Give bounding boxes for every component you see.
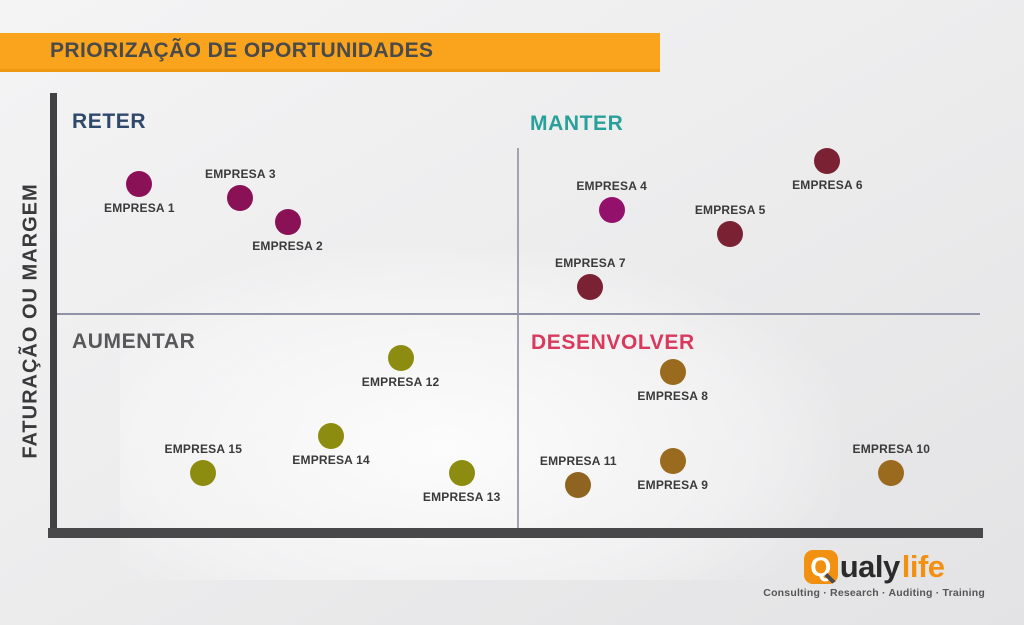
title-banner: PRIORIZAÇÃO DE OPORTUNIDADES	[0, 33, 660, 72]
data-point	[227, 185, 254, 212]
quadrant-label-aumentar: AUMENTAR	[72, 330, 196, 353]
quadrant-label-manter: MANTER	[530, 112, 624, 135]
point-label: EMPRESA 9	[637, 477, 709, 492]
data-point	[659, 359, 686, 386]
data-point	[717, 220, 744, 247]
data-point	[659, 447, 686, 474]
point-label: EMPRESA 7	[555, 255, 626, 270]
quadrant-divider-horizontal	[57, 313, 980, 315]
data-point	[448, 460, 475, 486]
brand-text-orange: life	[901, 549, 945, 584]
brand-wordmark: Q ualy life	[763, 549, 985, 585]
data-point	[878, 460, 905, 486]
data-point	[318, 423, 345, 450]
y-axis-label: FATURAÇÃO OU MARGEM	[19, 183, 42, 459]
point-label: EMPRESA 2	[252, 238, 323, 253]
data-point	[814, 147, 841, 174]
brand-text-black: ualy	[839, 549, 901, 584]
quadrant-divider-vertical	[517, 148, 519, 528]
data-point	[126, 171, 153, 198]
y-axis-line	[50, 93, 57, 538]
data-point	[598, 197, 625, 224]
point-label: EMPRESA 4	[576, 179, 648, 194]
page-title: PRIORIZAÇÃO DE OPORTUNIDADES	[50, 39, 434, 62]
data-point	[274, 208, 301, 235]
point-label: EMPRESA 6	[792, 177, 863, 192]
quadrant-label-reter: RETER	[72, 110, 147, 133]
brand-logo: Q ualy life Consulting · Research · Audi…	[763, 549, 985, 599]
point-label: EMPRESA 10	[852, 442, 931, 456]
point-label: EMPRESA 15	[164, 442, 243, 456]
logo-q-letter: Q	[810, 551, 832, 582]
point-label: EMPRESA 11	[539, 454, 617, 469]
data-point	[387, 344, 414, 371]
data-point	[190, 460, 217, 486]
point-label: EMPRESA 14	[292, 453, 370, 468]
data-point	[577, 273, 604, 300]
point-label: EMPRESA 8	[637, 389, 709, 404]
point-label: EMPRESA 12	[361, 374, 440, 389]
point-label: EMPRESA 5	[694, 202, 766, 217]
quadrant-label-desenvolver: DESENVOLVER	[531, 331, 695, 354]
point-label: EMPRESA 1	[104, 201, 175, 216]
logo-tagline: Consulting · Research · Auditing · Train…	[763, 587, 985, 599]
logo-q-icon: Q	[803, 550, 838, 584]
point-label: EMPRESA 13	[422, 490, 501, 504]
data-point	[565, 472, 592, 499]
point-label: EMPRESA 3	[204, 167, 276, 182]
x-axis-line	[48, 528, 983, 538]
